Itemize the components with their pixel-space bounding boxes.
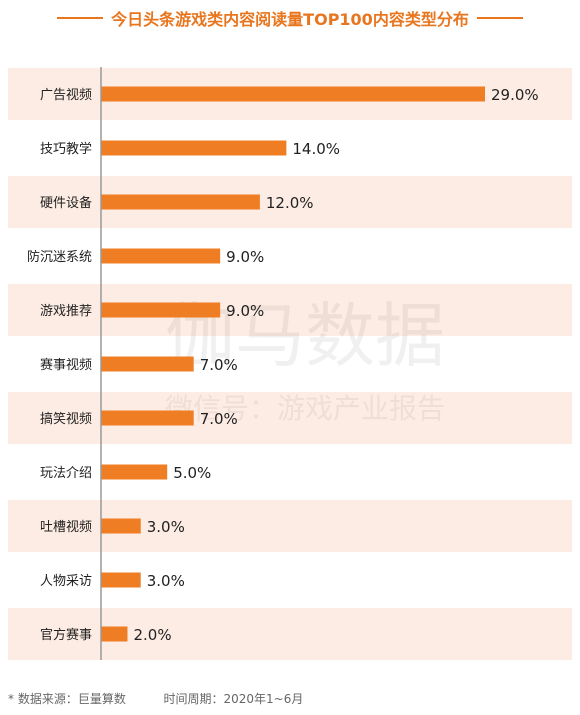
bar (101, 248, 221, 264)
category-label: 吐槽视频 (40, 520, 92, 535)
bars (101, 86, 485, 642)
value-label: 12.0% (266, 194, 314, 212)
category-label: 官方赛事 (40, 627, 92, 643)
chart-header: 今日头条游戏类内容阅读量TOP100内容类型分布 (0, 0, 580, 36)
category-labels: 广告视频技巧教学硬件设备防沉迷系统游戏推荐赛事视频搞笑视频玩法介绍吐槽视频人物采… (27, 88, 92, 643)
value-label: 5.0% (173, 464, 211, 482)
bar (101, 356, 194, 372)
title-left-rule (57, 17, 104, 19)
value-label: 9.0% (226, 302, 264, 320)
value-label: 2.0% (133, 626, 171, 644)
bar-chart: 伽马数据 微信号：游戏产业报告 广告视频技巧教学硬件设备防沉迷系统游戏推荐赛事视… (8, 67, 572, 660)
value-label: 7.0% (200, 410, 238, 428)
row-band (8, 608, 572, 660)
bar (101, 194, 260, 210)
category-label: 玩法介绍 (40, 466, 92, 481)
category-label: 赛事视频 (40, 357, 92, 373)
bar (101, 86, 485, 102)
category-label: 游戏推荐 (40, 304, 92, 319)
category-label: 防沉迷系统 (27, 249, 92, 265)
chart-title: 今日头条游戏类内容阅读量TOP100内容类型分布 (111, 10, 469, 29)
category-label: 人物采访 (40, 574, 92, 589)
bar (101, 572, 141, 588)
value-label: 3.0% (147, 518, 185, 536)
category-label: 技巧教学 (40, 141, 92, 157)
category-label: 搞笑视频 (40, 411, 92, 427)
category-label: 广告视频 (40, 88, 92, 103)
bar (101, 464, 168, 480)
footnote: * 数据来源：巨量算数 时间周期：2020年1~6月 (8, 690, 303, 707)
value-label: 3.0% (147, 572, 185, 590)
value-label: 9.0% (226, 248, 264, 266)
bar (101, 626, 128, 642)
value-labels: 29.0% 14.0% 12.0% 9.0% 9.0% 7.0% 7.0% 5.0% 3.0% 3… (133, 86, 538, 644)
row-bands (8, 68, 572, 660)
value-label: 29.0% (491, 86, 539, 104)
category-label: 硬件设备 (40, 195, 92, 211)
row-band (8, 500, 572, 552)
bar (101, 302, 221, 318)
value-label: 7.0% (200, 356, 238, 374)
value-label: 14.0% (292, 140, 340, 158)
title-right-rule (476, 17, 523, 19)
bar (101, 140, 287, 156)
bar (101, 410, 194, 426)
watermark-line-2: 微信号：游戏产业报告 (165, 392, 445, 425)
time-period: 时间周期：2020年1~6月 (163, 692, 304, 706)
data-source: * 数据来源：巨量算数 (8, 692, 126, 706)
bar (101, 518, 141, 534)
